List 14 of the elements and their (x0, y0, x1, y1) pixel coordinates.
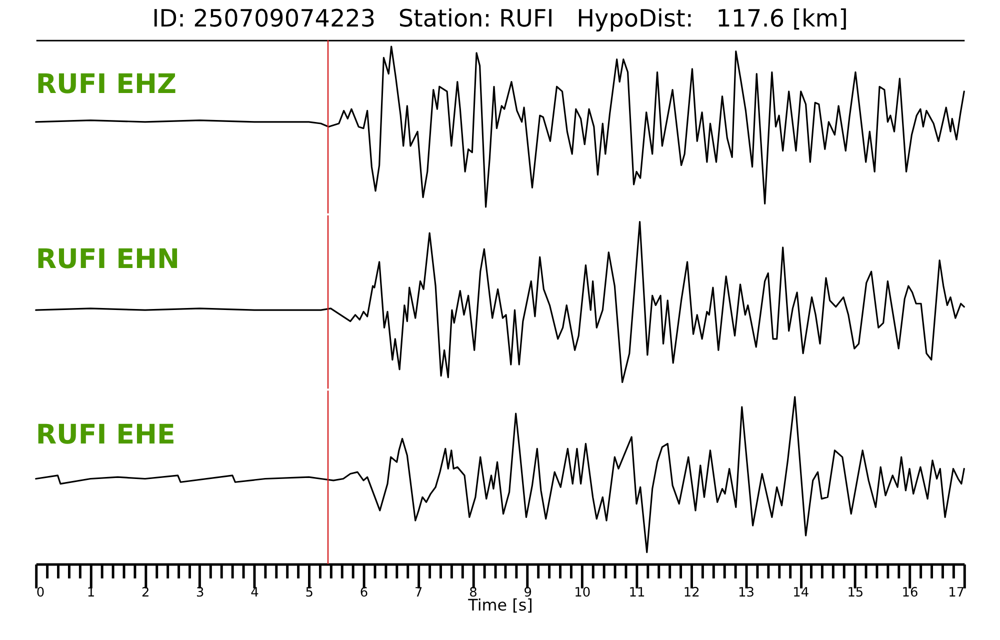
x-tick-label: 0 (36, 585, 45, 600)
x-tick-label: 13 (738, 585, 754, 600)
x-tick-label: 16 (902, 585, 918, 600)
series-label: RUFI EHN (36, 244, 180, 276)
chart-title: ID: 250709074223 Station: RUFI HypoDist: 117.6 [km] (152, 4, 848, 32)
x-tick-label: 12 (683, 585, 700, 600)
x-tick-label: 10 (574, 585, 591, 600)
series-label: RUFI EHZ (36, 68, 176, 100)
x-tick-label: 11 (628, 585, 646, 600)
x-tick-label: 4 (250, 585, 259, 600)
series-label: RUFI EHE (36, 419, 176, 450)
x-tick-label: 14 (792, 585, 810, 600)
x-tick-label: 17 (948, 585, 965, 600)
x-tick-label: 15 (847, 585, 864, 600)
